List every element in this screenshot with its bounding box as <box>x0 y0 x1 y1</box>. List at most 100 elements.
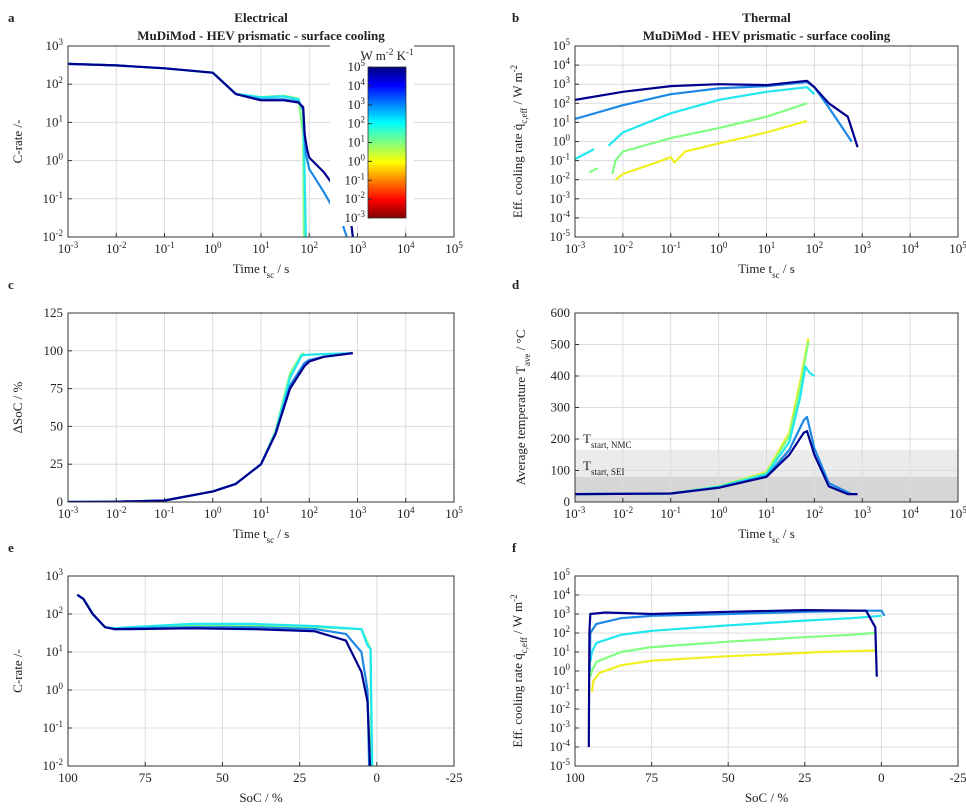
x-tick-label: 100 <box>710 505 728 521</box>
panel-letter: c <box>8 277 14 292</box>
series-line <box>575 86 816 161</box>
colorbar-tick-label: 101 <box>348 134 366 150</box>
x-tick-label: 101 <box>252 505 270 521</box>
x-tick-label: 103 <box>854 240 872 256</box>
chart-subtitle: MuDiMod - HEV prismatic - surface coolin… <box>643 28 891 43</box>
x-tick-label: 10-2 <box>106 240 127 256</box>
x-axis-label: Time tsc / s <box>738 526 795 545</box>
y-tick-label: 10-2 <box>43 228 64 244</box>
y-tick-label: 10-5 <box>550 228 571 244</box>
axes-frame <box>67 45 455 238</box>
series-line <box>68 62 354 237</box>
x-tick-label: 105 <box>445 240 463 256</box>
colorbar-tick-label: 10-3 <box>345 209 366 225</box>
series-line <box>68 352 347 502</box>
y-tick-label: 103 <box>46 37 64 53</box>
y-axis-label: ΔSoC / % <box>10 381 25 433</box>
colorbar-tick-label: 10-2 <box>345 190 366 206</box>
panel-letter: a <box>8 10 15 25</box>
y-tick-label: 101 <box>553 643 571 659</box>
x-tick-label: 101 <box>758 240 776 256</box>
x-tick-label: 102 <box>806 505 824 521</box>
threshold-label: Tstart, NMC <box>583 431 631 450</box>
y-tick-label: 0 <box>57 494 64 509</box>
series-line <box>68 62 306 237</box>
y-tick-label: 500 <box>551 337 571 352</box>
colorbar-tick-label: 10-1 <box>345 171 366 187</box>
panel: 100 75 50 25 0 -25 10-2 10-1 100 101 102 103 e SoC / … <box>8 540 463 805</box>
colorbar-tick-label: 100 <box>348 152 366 168</box>
series-line <box>68 352 305 502</box>
x-tick-label: 50 <box>722 770 735 785</box>
colorbar-tick-label: 105 <box>348 58 366 74</box>
x-tick-label: 100 <box>710 240 728 256</box>
x-tick-label: -25 <box>445 770 462 785</box>
y-tick-label: 0 <box>564 494 571 509</box>
x-tick-label: 103 <box>854 505 872 521</box>
x-tick-label: 0 <box>374 770 381 785</box>
y-tick-label: 10-1 <box>550 681 571 697</box>
series-line <box>590 649 876 692</box>
x-tick-label: 100 <box>58 770 78 785</box>
x-axis-label: SoC / % <box>745 790 789 805</box>
y-tick-label: 100 <box>46 681 64 697</box>
y-tick-label: 400 <box>551 368 571 383</box>
x-tick-label: 100 <box>204 240 222 256</box>
series-line <box>614 119 808 181</box>
x-axis-label: SoC / % <box>239 790 283 805</box>
panel: 10-3 10-2 10-1 100 101 102 103 104 105 10-5 10-4 10… <box>509 10 966 280</box>
y-tick-label: 10-2 <box>550 700 571 716</box>
y-tick-label: 101 <box>46 113 64 129</box>
y-tick-label: 100 <box>553 662 571 678</box>
y-tick-label: 300 <box>551 400 571 415</box>
x-tick-label: 10-3 <box>58 240 79 256</box>
y-tick-label: 100 <box>551 463 571 478</box>
x-axis-label: Time tsc / s <box>738 261 795 280</box>
panel-letter: b <box>512 10 519 25</box>
x-tick-label: 10-3 <box>565 505 586 521</box>
y-axis-label: Eff. cooling rate q̇c,eff / W m-2 <box>509 65 529 218</box>
x-tick-label: 101 <box>758 505 776 521</box>
x-tick-label: 10-1 <box>661 240 682 256</box>
y-tick-label: 101 <box>46 643 64 659</box>
x-tick-label: 10-2 <box>106 505 127 521</box>
x-tick-label: 10-1 <box>154 505 175 521</box>
series-line <box>587 609 878 748</box>
y-tick-label: 10-1 <box>43 719 64 735</box>
y-tick-label: 10-4 <box>550 738 571 754</box>
y-tick-label: 10-4 <box>550 209 571 225</box>
y-tick-label: 103 <box>46 567 64 583</box>
colorbar <box>367 66 407 219</box>
y-axis-label: C-rate /- <box>10 120 25 164</box>
y-tick-label: 25 <box>50 456 63 471</box>
x-tick-label: 103 <box>349 240 367 256</box>
y-tick-label: 10-2 <box>550 171 571 187</box>
y-tick-label: 102 <box>46 605 64 621</box>
x-tick-label: 103 <box>349 505 367 521</box>
x-tick-label: 102 <box>806 240 824 256</box>
series-line <box>589 614 882 663</box>
x-tick-label: 102 <box>301 505 319 521</box>
x-tick-label: 50 <box>216 770 229 785</box>
y-tick-label: 10-5 <box>550 757 571 773</box>
y-tick-label: 102 <box>46 75 64 91</box>
colorbar-label: W m-2 K-1 <box>360 47 413 63</box>
y-axis-label: C-rate /- <box>10 649 25 693</box>
y-tick-label: 102 <box>553 94 571 110</box>
y-tick-label: 10-1 <box>550 152 571 168</box>
x-tick-label: -25 <box>949 770 966 785</box>
threshold-label: Tstart, SEI <box>583 458 624 477</box>
panel: 100 75 50 25 0 -25 10-5 10-4 10-3 10-2 10-1 100 101 1… <box>509 540 966 805</box>
series-line <box>575 430 858 496</box>
x-tick-label: 10-2 <box>613 505 634 521</box>
y-tick-label: 100 <box>46 152 64 168</box>
series-line <box>68 62 307 237</box>
y-tick-label: 100 <box>553 133 571 149</box>
x-tick-label: 10-2 <box>613 240 634 256</box>
axes-frame <box>574 312 959 503</box>
panel-letter: e <box>8 540 14 555</box>
x-tick-label: 10-1 <box>154 240 175 256</box>
y-tick-label: 104 <box>553 586 571 602</box>
x-tick-label: 104 <box>901 505 919 521</box>
